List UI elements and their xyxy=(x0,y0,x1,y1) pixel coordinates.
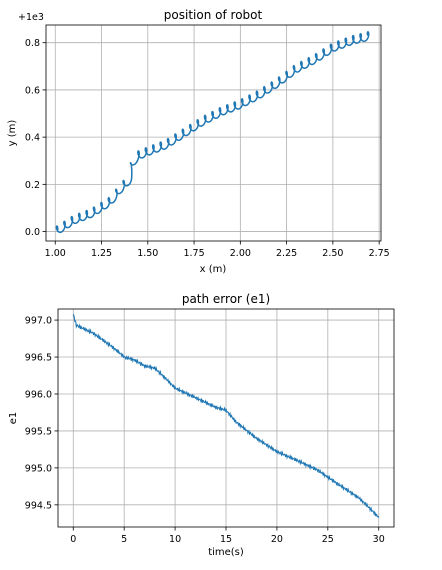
grid-position xyxy=(46,25,381,241)
x-tick-label: 2.00 xyxy=(230,248,251,259)
x-tick-label: 30 xyxy=(373,534,385,545)
y-offset-text: +1e3 xyxy=(18,12,44,23)
plot-frame-path-error xyxy=(57,308,395,528)
plot-frame-position xyxy=(45,24,382,242)
y-tick-label: 994.5 xyxy=(25,500,52,511)
x-tick-label: 25 xyxy=(322,534,334,545)
y-tick-label: 996.0 xyxy=(25,389,52,400)
y-tick-label: 0.0 xyxy=(25,227,40,238)
x-tick-label: 0 xyxy=(70,534,76,545)
x-tick-label: 10 xyxy=(169,534,181,545)
x-axis-label-position: x (m) xyxy=(200,264,227,275)
y-tick-label: 995.5 xyxy=(25,426,52,437)
y-tick-label: 996.5 xyxy=(25,353,52,364)
grid-path-error xyxy=(58,309,394,527)
series-line-position xyxy=(55,30,370,234)
x-tick-label: 1.00 xyxy=(45,248,66,259)
x-tick-label: 2.50 xyxy=(322,248,343,259)
chart-path-error: path error (e1) 0 5 10 15 20 25 30 994.5 995.0 99… xyxy=(8,292,395,558)
y-axis-label-position: y (m) xyxy=(7,120,18,147)
y-tick-label: 0.2 xyxy=(25,180,40,191)
x-tick-label: 1.25 xyxy=(91,248,112,259)
y-tick-label: 0.8 xyxy=(25,38,40,49)
y-tick-label: 997.0 xyxy=(25,316,52,327)
chart-position-of-robot: position of robot +1e3 1.00 1.25 1.50 1.75 2… xyxy=(7,8,390,275)
y-tick-label: 995.0 xyxy=(25,463,52,474)
x-tick-label: 15 xyxy=(220,534,232,545)
ticks-path-error: 0 5 10 15 20 25 30 994.5 995.0 995.5 996.0 996.5 997… xyxy=(25,316,385,545)
ticks-position: 1.00 1.25 1.50 1.75 2.00 2.25 2.50 2.75 0.0 0.2 0.… xyxy=(25,38,390,259)
x-tick-label: 5 xyxy=(121,534,127,545)
series-line-path-error xyxy=(72,313,380,518)
x-tick-label: 1.50 xyxy=(137,248,158,259)
x-tick-label: 20 xyxy=(271,534,283,545)
chart-title-path-error: path error (e1) xyxy=(182,292,270,306)
x-tick-label: 1.75 xyxy=(183,248,204,259)
y-tick-label: 0.6 xyxy=(25,85,40,96)
y-tick-label: 0.4 xyxy=(25,133,40,144)
x-tick-label: 2.25 xyxy=(276,248,297,259)
chart-title-position: position of robot xyxy=(164,8,263,22)
x-axis-label-path-error: time(s) xyxy=(208,547,244,558)
x-tick-label: 2.75 xyxy=(369,248,390,259)
y-axis-label-path-error: e1 xyxy=(8,412,19,425)
